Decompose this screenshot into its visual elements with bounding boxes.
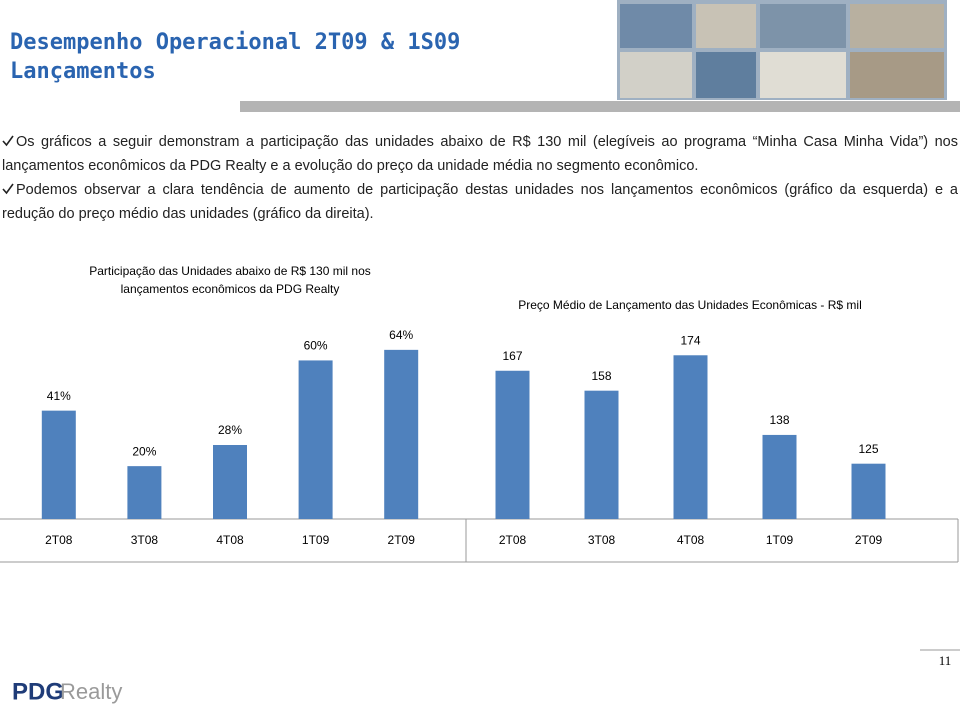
bar: [584, 390, 619, 519]
bullet: Podemos observar a clara tendência de au…: [2, 178, 958, 226]
value-label: 158: [591, 369, 611, 383]
x-tick-label: 3T08: [131, 533, 159, 547]
x-tick-label: 2T08: [45, 533, 73, 547]
x-tick-label: 4T08: [677, 533, 705, 547]
bullet-text: Podemos observar a clara tendência de au…: [2, 182, 958, 222]
title-line: Desempenho Operacional 2T09 & 1S09: [10, 30, 461, 55]
value-label: 138: [769, 413, 789, 427]
photo-collage: [617, 0, 947, 100]
value-label: 64%: [389, 328, 413, 342]
x-tick-label: 4T08: [216, 533, 244, 547]
header-bar: [240, 101, 960, 112]
title-line: Lançamentos: [10, 59, 156, 84]
value-label: 28%: [218, 423, 242, 437]
x-tick-label: 2T09: [388, 533, 416, 547]
slide-title: Desempenho Operacional 2T09 & 1S09 Lança…: [10, 28, 460, 86]
value-label: 174: [680, 333, 700, 347]
bullet: Os gráficos a seguir demonstram a partic…: [2, 130, 958, 178]
chart-title: lançamentos econômicos da PDG Realty: [121, 282, 340, 296]
value-label: 167: [502, 349, 522, 363]
bar: [127, 466, 162, 519]
bar: [495, 370, 530, 519]
chart-title: Participação das Unidades abaixo de R$ 1…: [89, 264, 371, 278]
value-label: 125: [858, 442, 878, 456]
bullet-list: Os gráficos a seguir demonstram a partic…: [2, 130, 958, 226]
bullet-text: Os gráficos a seguir demonstram a partic…: [2, 134, 958, 174]
bar: [213, 445, 247, 519]
bar: [851, 463, 886, 519]
bar: [673, 355, 708, 519]
x-tick-label: 1T09: [302, 533, 330, 547]
bar: [298, 360, 333, 519]
value-label: 20%: [132, 444, 156, 458]
page-number: 11: [939, 653, 952, 668]
value-label: 41%: [47, 389, 71, 403]
logo-brand: PDG: [12, 678, 64, 705]
bar: [41, 410, 76, 519]
x-tick-label: 1T09: [766, 533, 794, 547]
bar: [384, 349, 419, 519]
x-tick-label: 3T08: [588, 533, 616, 547]
value-label: 60%: [304, 339, 328, 353]
x-tick-label: 2T09: [855, 533, 883, 547]
bar: [762, 434, 797, 519]
chart-title: Preço Médio de Lançamento das Unidades E…: [518, 298, 862, 312]
x-tick-label: 2T08: [499, 533, 527, 547]
logo-suffix: Realty: [60, 679, 122, 704]
